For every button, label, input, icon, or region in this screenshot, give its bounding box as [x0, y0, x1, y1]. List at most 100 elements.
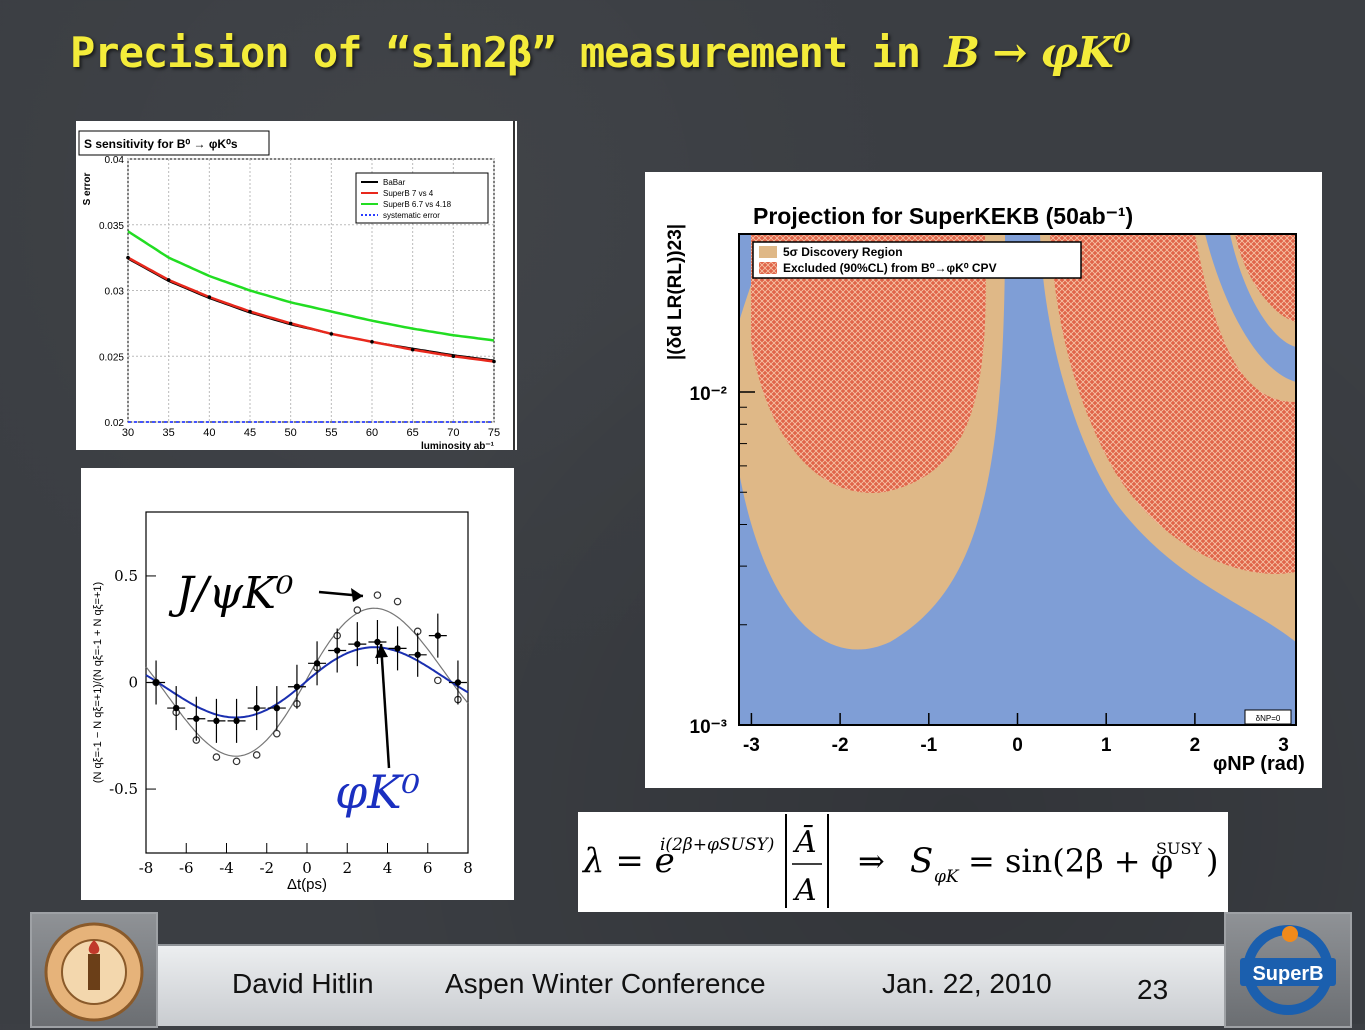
superb-logo-box: SuperB: [1224, 912, 1352, 1028]
title-sup: 0: [1112, 29, 1131, 59]
chart1-data-point: [492, 359, 496, 364]
chart1-ylabel: S error: [82, 172, 93, 205]
formula-rhs-close: ): [1206, 842, 1218, 880]
chart3-ytick-label: 10⁻²: [690, 384, 728, 405]
chart2-phik-arrowhead: [375, 644, 388, 658]
footer-conference: Aspen Winter Conference: [445, 968, 766, 999]
chart2-xtick-label: -6: [179, 859, 194, 877]
chart2-phik-point: [394, 645, 401, 652]
chart2-jpsi-arrowhead: [351, 588, 363, 602]
chart2-xtick-label: 2: [342, 859, 352, 877]
chart2-phik-point: [333, 647, 341, 654]
chart2-jpsi-point: [393, 597, 402, 606]
chart2-ytick-label: -0.5: [109, 780, 138, 798]
chart2-phik-point: [414, 651, 421, 658]
chart1-legend-label: systematic error: [383, 211, 440, 220]
superb-logo-icon: SuperB: [1240, 925, 1336, 1015]
chart1-xtick-label: 70: [447, 427, 459, 439]
formula-lhs: λ = e: [581, 841, 675, 881]
chart1-xtick-label: 45: [244, 427, 256, 439]
chart1-xtick-label: 55: [325, 427, 337, 439]
chart3-plot-area: [739, 234, 1296, 725]
chart1-ytick-label: 0.035: [99, 221, 124, 232]
chart2-xtick-label: 4: [383, 859, 393, 877]
chart3-xtick-label: -1: [920, 735, 937, 756]
chart2-phik-point: [293, 683, 301, 690]
chart2-phik-point: [172, 704, 180, 712]
chart1-data-point: [126, 255, 130, 260]
chart3-corner-label: δNP=0: [1256, 714, 1281, 723]
chart1-data-point: [207, 295, 212, 299]
chart3-band-right: [1205, 234, 1296, 382]
chart2-ytick-label: 0: [128, 674, 138, 692]
abs-numerator: Ā: [792, 825, 817, 860]
chart1-series-line: [127, 230, 495, 342]
chart3-xtick-label: -2: [832, 735, 849, 756]
chart3-xlabel: φNP (rad): [1213, 753, 1305, 775]
chart1-data-point: [166, 278, 171, 282]
chart3-xtick-label: 2: [1190, 735, 1201, 756]
chart1-ytick-label: 0.04: [105, 155, 125, 166]
caltech-logo-box: [30, 912, 158, 1028]
chart1-title: S sensitivity for B⁰ → φK⁰s: [84, 137, 238, 151]
chart3-legend-swatch-excluded: [759, 262, 777, 274]
chart1-legend-label: SuperB 6.7 vs 4.18: [383, 200, 452, 209]
formula-svg: λ = e i(2β+φSUSY) Ā A ⇒ S φK = sin(2β +…: [581, 814, 1218, 908]
chart2-phik-point: [233, 717, 240, 725]
slide-title: Precision of “sin2β” measurement in B → …: [70, 28, 1131, 77]
chart1-data-point: [451, 354, 456, 359]
chart3-legend-swatch-discovery: [759, 246, 777, 258]
chart1-ytick-label: 0.03: [105, 287, 125, 298]
chart2-phik-point: [193, 715, 200, 722]
chart3-band-left: [739, 234, 770, 322]
chart2-ytick-label: 0.5: [114, 567, 138, 585]
footer-author: David Hitlin: [232, 968, 374, 999]
superb-logo-text: SuperB: [1252, 963, 1323, 985]
chart2-jpsi-point: [273, 729, 281, 738]
chart3-xtick-label: 3: [1278, 735, 1289, 756]
chart1-xlabel: luminosity ab⁻¹: [421, 441, 495, 450]
footer-date: Jan. 22, 2010: [882, 968, 1052, 999]
chart1-legend-label: BaBar: [383, 178, 406, 187]
chart2-xtick-label: -4: [219, 859, 234, 877]
implies-symbol: ⇒: [858, 842, 885, 880]
chart1-xtick-label: 50: [285, 427, 297, 439]
chart3-xtick-label: -3: [743, 735, 760, 756]
chart1-ytick-label: 0.025: [99, 352, 124, 363]
projection-chart: -3 -2 -1 0 1 2 3 10⁻² 10⁻³ Projection for SuperKE…: [645, 172, 1322, 788]
chart1-data-point: [288, 321, 293, 326]
chart2-xtick-label: -2: [259, 859, 274, 877]
chart2-fit-curve: [145, 646, 469, 719]
chart3-ytick-label: 10⁻³: [690, 717, 728, 738]
chart3-ylabel: |(δd LR(RL))23|: [665, 224, 686, 360]
chart2-phik-point: [313, 660, 321, 667]
chart2-jpsi-point: [353, 606, 362, 614]
formula-s-sub: φK: [934, 867, 960, 887]
chart3-excluded-corner: [1235, 234, 1296, 322]
chart2-xtick-label: 0: [302, 859, 312, 877]
chart2-phik-point: [213, 717, 220, 725]
formula-rhs-sup: SUSY: [1156, 839, 1202, 858]
abs-denominator: A: [792, 873, 817, 908]
chart1-legend-label: SuperB 7 vs 4: [383, 189, 434, 198]
footer-page-number: 23: [1137, 974, 1169, 1005]
caltech-seal-icon: [44, 922, 144, 1022]
chart3-corner-box: [1244, 709, 1292, 725]
chart3-excluded-left: [751, 234, 986, 493]
chart3-legend-label: Excluded (90%CL) from B⁰→φK⁰ CPV: [783, 261, 997, 275]
chart2-jpsi-point: [252, 751, 261, 759]
title-math: B → φK: [944, 28, 1113, 77]
chart2-jpsi-point: [232, 757, 241, 766]
chart2-phik-point: [273, 704, 281, 712]
chart1-xtick-label: 75: [488, 427, 500, 439]
chart2-jpsi-point: [373, 591, 382, 599]
chart3-excluded-right: [1050, 234, 1296, 574]
formula-exponent: i(2β+φSUSY): [660, 835, 774, 855]
formula-s: S: [910, 841, 933, 881]
projection-panel: -3 -2 -1 0 1 2 3 10⁻² 10⁻³ Projection for SuperKE…: [645, 172, 1322, 788]
chart1-data-point: [370, 339, 374, 344]
chart2-xtick-label: -8: [139, 859, 154, 877]
chart1-xtick-label: 60: [366, 427, 378, 439]
chart3-title: Projection for SuperKEKB (50ab⁻¹): [753, 203, 1133, 229]
chart2-jpsi-point: [434, 676, 442, 685]
